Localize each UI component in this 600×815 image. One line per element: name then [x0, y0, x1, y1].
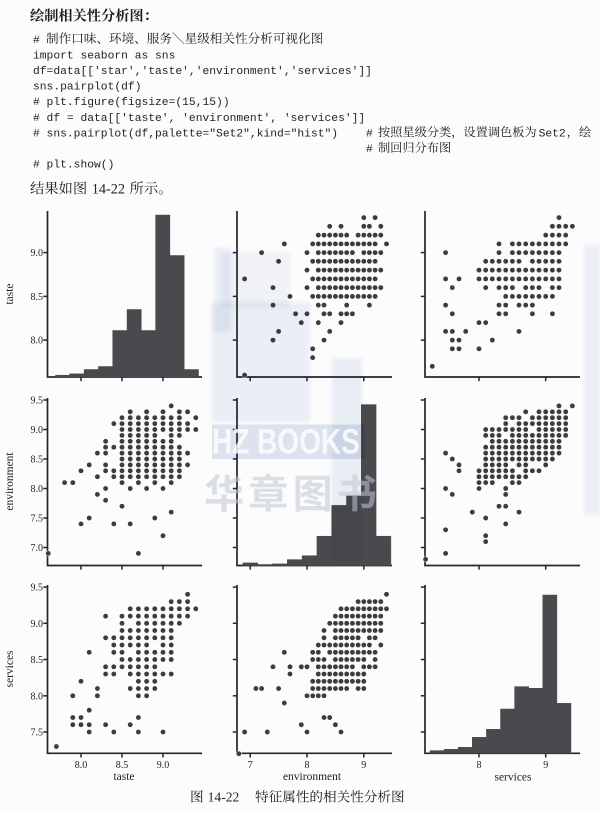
svg-text:8.0: 8.0: [31, 691, 44, 702]
svg-text:14-22: 14-22: [208, 790, 240, 805]
svg-text:9: 9: [361, 760, 366, 771]
svg-text:8.5: 8.5: [31, 292, 44, 303]
svg-text:8.5: 8.5: [31, 655, 44, 666]
svg-text:9: 9: [543, 760, 548, 771]
svg-text:environment: environment: [283, 771, 342, 783]
svg-text:8: 8: [305, 760, 310, 771]
svg-text:9.5: 9.5: [31, 583, 44, 594]
svg-text:7.5: 7.5: [31, 727, 44, 738]
svg-text:sns.pairplot(df): sns.pairplot(df): [33, 82, 141, 94]
svg-text:8.0: 8.0: [75, 760, 88, 771]
svg-text:HZ BOOKS: HZ BOOKS: [212, 421, 360, 461]
svg-text:8.0: 8.0: [31, 336, 44, 347]
svg-text:services: services: [494, 772, 532, 784]
svg-text:taste: taste: [4, 283, 16, 304]
svg-text:#: #: [33, 35, 47, 47]
svg-text:# plt.figure(figsize=(15,15)): # plt.figure(figsize=(15,15)): [33, 97, 230, 109]
svg-text:import seaborn as sns: import seaborn as sns: [33, 50, 175, 62]
svg-text:7.0: 7.0: [31, 543, 44, 554]
svg-text:9.0: 9.0: [31, 425, 44, 436]
svg-text:8.5: 8.5: [116, 760, 129, 771]
svg-text:services: services: [4, 650, 16, 688]
svg-text:14-22: 14-22: [92, 181, 125, 197]
svg-text:9.5: 9.5: [31, 396, 44, 407]
svg-text:#: #: [366, 128, 380, 140]
svg-text:Set2: Set2: [539, 128, 566, 140]
svg-text:8: 8: [477, 760, 482, 771]
svg-text:# plt.show(): # plt.show(): [33, 159, 114, 171]
svg-text:9.0: 9.0: [157, 760, 170, 771]
svg-text:environment: environment: [4, 452, 16, 511]
svg-text:9.0: 9.0: [31, 619, 44, 630]
svg-text:df=data[['star','taste','envir: df=data[['star','taste','environment','s…: [33, 66, 372, 78]
svg-text:#: #: [366, 144, 380, 156]
svg-text:# df = data[['taste', 'environ: # df = data[['taste', 'environment', 'se…: [33, 113, 365, 125]
svg-text:7: 7: [248, 760, 253, 771]
svg-text:# sns.pairplot(df,palette="Set: # sns.pairplot(df,palette="Set2",kind="h…: [33, 128, 338, 140]
svg-text:9.0: 9.0: [31, 248, 44, 259]
svg-text:8.5: 8.5: [31, 455, 44, 466]
svg-text:7.5: 7.5: [31, 514, 44, 525]
svg-text:taste: taste: [113, 771, 134, 783]
svg-text:8.0: 8.0: [31, 484, 44, 495]
